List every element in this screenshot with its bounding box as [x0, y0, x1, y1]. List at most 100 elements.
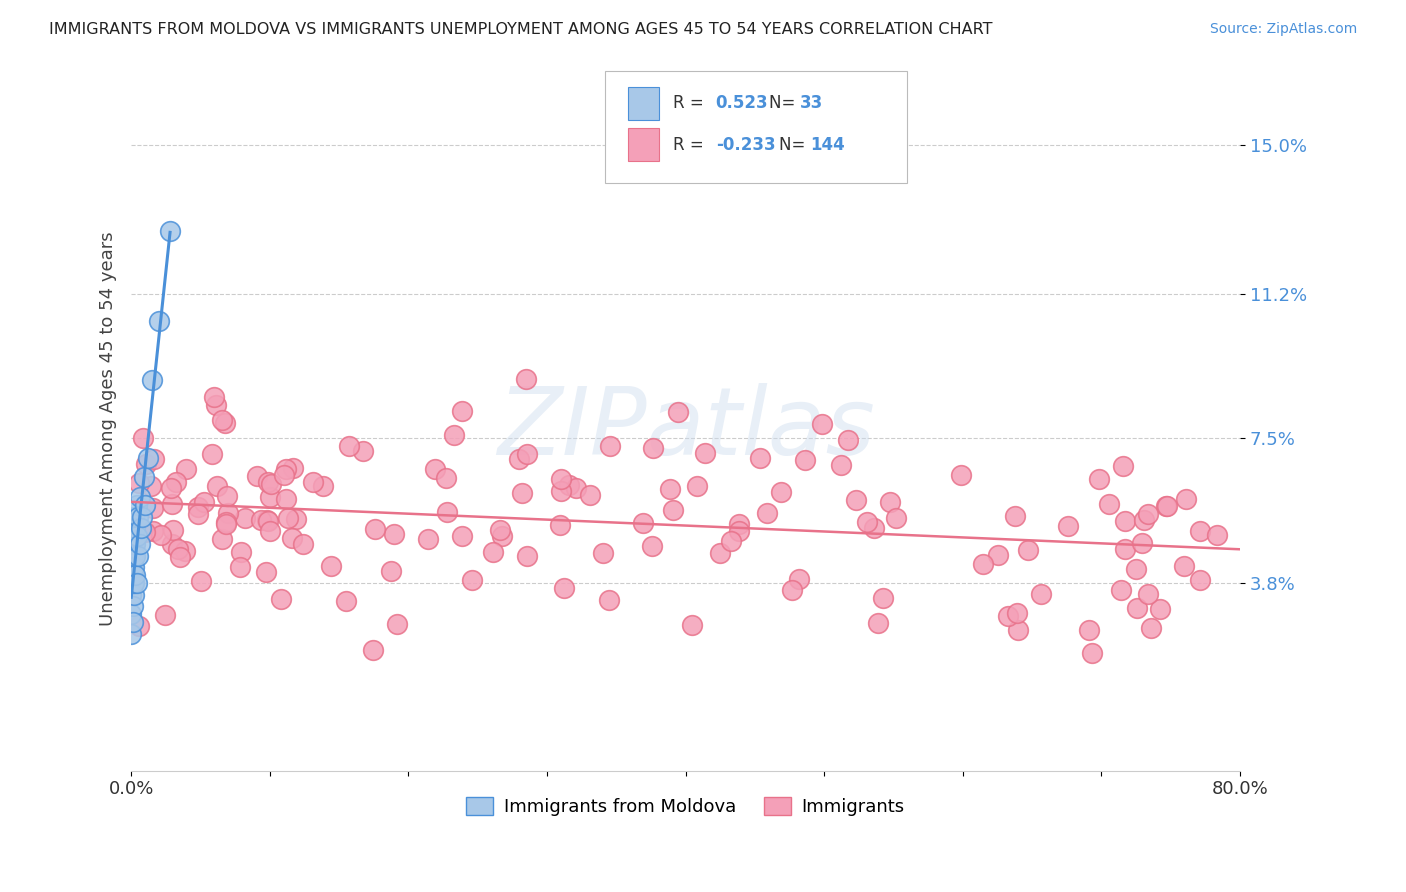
Point: [229, 560, 252, 574]
Point: [1149, 602, 1171, 616]
Point: [550, 472, 572, 486]
Point: [872, 591, 894, 606]
Point: [1125, 600, 1147, 615]
Point: [165, 475, 187, 490]
Text: ZIPatlas: ZIPatlas: [496, 383, 875, 474]
Point: [884, 511, 907, 525]
Point: [205, 397, 228, 411]
Point: [135, 457, 157, 471]
Point: [174, 462, 197, 476]
Point: [361, 643, 384, 657]
Text: -0.233: -0.233: [716, 136, 775, 153]
Point: [273, 468, 295, 483]
Point: [1173, 559, 1195, 574]
Point: [122, 529, 145, 543]
Point: [1130, 535, 1153, 549]
Point: [128, 618, 150, 632]
Point: [787, 572, 810, 586]
Point: [863, 520, 886, 534]
Point: [508, 452, 530, 467]
Point: [1114, 514, 1136, 528]
Point: [128, 476, 150, 491]
Point: [153, 608, 176, 623]
Point: [312, 479, 335, 493]
Point: [510, 486, 533, 500]
Point: [548, 517, 571, 532]
Point: [321, 558, 343, 573]
Point: [128, 490, 150, 504]
Point: [141, 373, 163, 387]
Point: [352, 444, 374, 458]
Y-axis label: Unemployment Among Ages 45 to 54 years: Unemployment Among Ages 45 to 54 years: [100, 231, 117, 626]
Point: [121, 576, 143, 591]
Point: [460, 573, 482, 587]
Point: [256, 475, 278, 489]
Point: [681, 618, 703, 632]
Point: [1007, 606, 1029, 620]
Point: [121, 549, 143, 563]
Point: [256, 512, 278, 526]
Point: [127, 509, 149, 524]
Point: [810, 417, 832, 431]
Point: [120, 607, 142, 622]
Point: [565, 481, 588, 495]
Point: [643, 441, 665, 455]
Text: N=: N=: [769, 95, 800, 112]
Point: [515, 371, 537, 385]
Point: [720, 534, 742, 549]
Text: R =: R =: [673, 95, 710, 112]
Point: [491, 529, 513, 543]
Point: [122, 509, 145, 524]
Point: [132, 470, 155, 484]
Point: [233, 511, 256, 525]
Point: [516, 447, 538, 461]
Point: [1188, 573, 1211, 587]
Point: [1112, 458, 1135, 473]
Point: [1136, 587, 1159, 601]
Point: [122, 576, 145, 591]
Point: [254, 565, 277, 579]
Point: [728, 516, 751, 531]
Point: [187, 500, 209, 514]
Point: [121, 537, 143, 551]
Point: [337, 440, 360, 454]
Point: [193, 495, 215, 509]
Point: [1080, 646, 1102, 660]
Point: [121, 615, 143, 629]
Point: [125, 529, 148, 543]
Point: [169, 549, 191, 564]
Point: [728, 524, 751, 538]
Point: [693, 446, 716, 460]
Point: [950, 468, 973, 483]
Point: [148, 314, 170, 328]
Point: [1109, 583, 1132, 598]
Point: [1136, 507, 1159, 521]
Point: [780, 583, 803, 598]
Point: [666, 405, 689, 419]
Point: [211, 413, 233, 427]
Point: [1031, 586, 1053, 600]
Point: [1056, 519, 1078, 533]
Point: [436, 504, 458, 518]
Point: [553, 581, 575, 595]
Point: [128, 537, 150, 551]
Point: [215, 489, 238, 503]
Point: [302, 475, 325, 489]
Point: [246, 469, 269, 483]
Point: [131, 509, 153, 524]
Point: [641, 539, 664, 553]
Point: [755, 506, 778, 520]
Point: [987, 549, 1010, 563]
Point: [229, 545, 252, 559]
Point: [662, 503, 685, 517]
Text: R =: R =: [673, 136, 710, 153]
Point: [997, 609, 1019, 624]
Point: [124, 568, 146, 582]
Point: [260, 476, 283, 491]
Point: [579, 488, 602, 502]
Point: [217, 506, 239, 520]
Point: [134, 525, 156, 540]
Point: [134, 498, 156, 512]
Point: [434, 471, 457, 485]
Point: [1077, 623, 1099, 637]
